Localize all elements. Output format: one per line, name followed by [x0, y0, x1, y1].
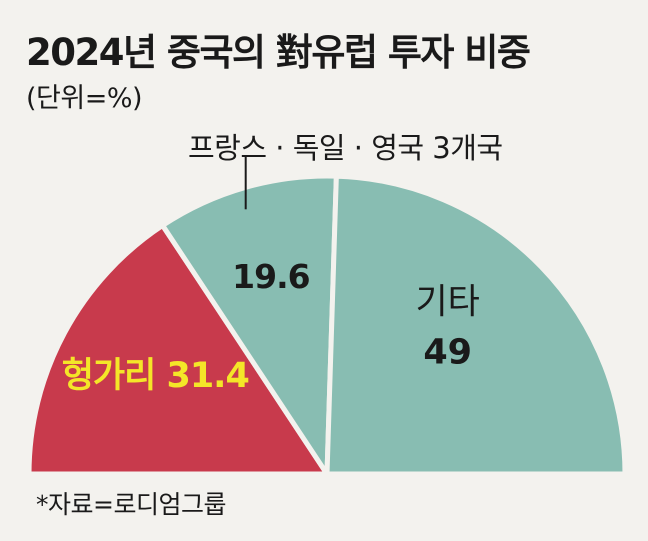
chart-title: 2024년 중국의 對유럽 투자 비중	[26, 31, 531, 74]
source-note: *자료=로디엄그룹	[36, 490, 226, 519]
slice-label-france-germany-uk: 19.6	[232, 257, 309, 296]
slice-label-other-value: 49	[423, 332, 472, 372]
slice-label-other-name: 기타	[415, 282, 479, 322]
slice-hungary	[26, 222, 330, 477]
slice-label-hungary: 헝가리 31.4	[62, 356, 249, 396]
unit-label: (단위=%)	[26, 83, 143, 114]
slice-other	[324, 173, 628, 477]
callout-label-three-countries: 프랑스 · 독일 · 영국 3개국	[188, 131, 503, 165]
